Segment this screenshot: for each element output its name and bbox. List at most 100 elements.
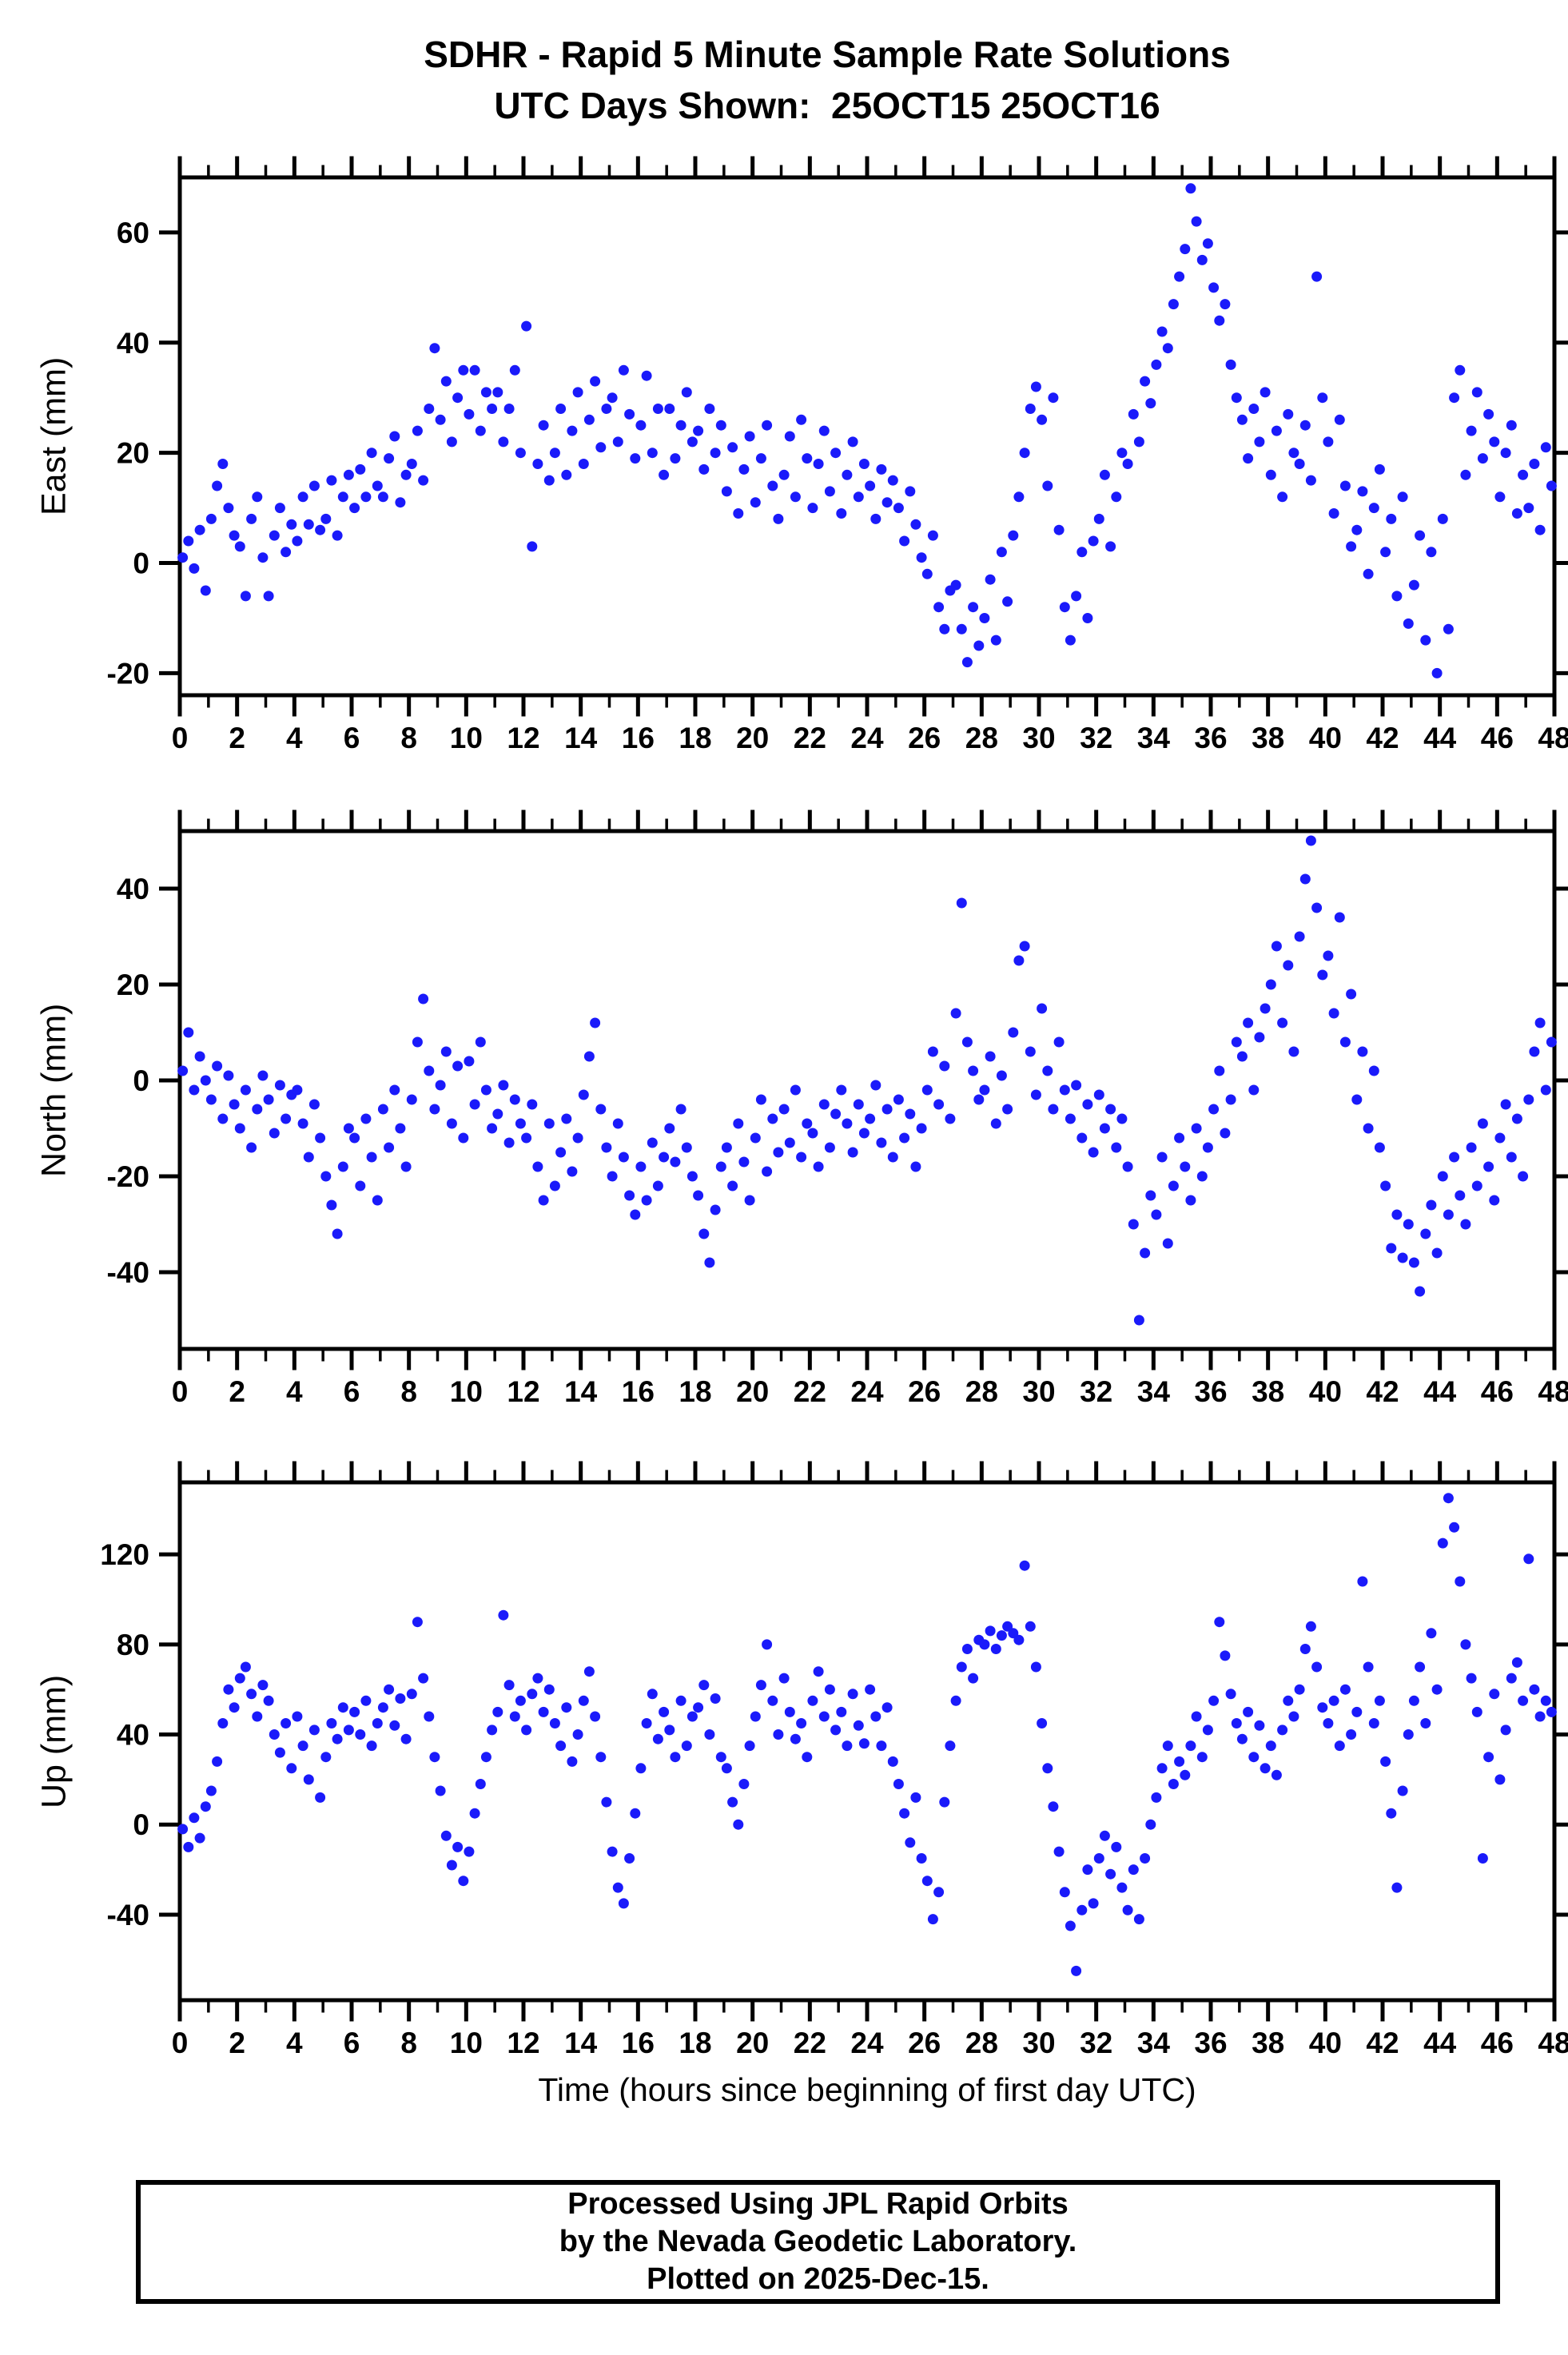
svg-text:12: 12 bbox=[507, 1375, 539, 1408]
svg-text:42: 42 bbox=[1366, 1375, 1399, 1408]
svg-text:6: 6 bbox=[344, 1375, 360, 1408]
svg-text:48: 48 bbox=[1538, 722, 1568, 754]
svg-text:6: 6 bbox=[344, 722, 360, 754]
svg-text:34: 34 bbox=[1137, 1375, 1171, 1408]
svg-text:44: 44 bbox=[1423, 2027, 1457, 2059]
svg-text:48: 48 bbox=[1538, 1375, 1568, 1408]
time-axis-title: Time (hours since beginning of first day… bbox=[538, 2071, 1196, 2108]
svg-text:38: 38 bbox=[1252, 1375, 1284, 1408]
svg-text:38: 38 bbox=[1252, 722, 1284, 754]
svg-text:36: 36 bbox=[1194, 722, 1227, 754]
svg-text:28: 28 bbox=[965, 1375, 998, 1408]
svg-text:4: 4 bbox=[286, 722, 303, 754]
svg-text:40: 40 bbox=[1309, 1375, 1342, 1408]
north-scatter-panel: 0 2 4 6 8 10 12 14 16 18 20 22 24 26 28 30 32 34 36 38 40 42 4… bbox=[107, 810, 1568, 1408]
svg-text:14: 14 bbox=[564, 722, 598, 754]
svg-text:26: 26 bbox=[908, 722, 941, 754]
svg-text:16: 16 bbox=[622, 2027, 655, 2059]
svg-text:10: 10 bbox=[450, 2027, 483, 2059]
svg-text:32: 32 bbox=[1080, 1375, 1112, 1408]
svg-text:40: 40 bbox=[1309, 722, 1342, 754]
svg-text:0: 0 bbox=[172, 722, 189, 754]
svg-text:24: 24 bbox=[850, 2027, 884, 2059]
svg-text:20: 20 bbox=[736, 1375, 769, 1408]
svg-text:0: 0 bbox=[133, 1808, 149, 1841]
svg-text:-20: -20 bbox=[107, 1160, 149, 1193]
svg-text:26: 26 bbox=[908, 2027, 941, 2059]
svg-text:8: 8 bbox=[400, 1375, 417, 1408]
svg-text:34: 34 bbox=[1137, 2027, 1171, 2059]
svg-text:-40: -40 bbox=[107, 1899, 149, 1931]
svg-text:36: 36 bbox=[1194, 2027, 1227, 2059]
svg-text:28: 28 bbox=[965, 2027, 998, 2059]
svg-text:40: 40 bbox=[117, 873, 149, 905]
footer-box: Processed Using JPL Rapid Orbits by the … bbox=[136, 2180, 1500, 2304]
svg-text:10: 10 bbox=[450, 1375, 483, 1408]
svg-text:42: 42 bbox=[1366, 722, 1399, 754]
svg-text:0: 0 bbox=[172, 2027, 189, 2059]
svg-text:46: 46 bbox=[1481, 722, 1514, 754]
svg-text:40: 40 bbox=[117, 327, 149, 360]
svg-text:24: 24 bbox=[850, 1375, 884, 1408]
svg-text:28: 28 bbox=[965, 722, 998, 754]
svg-text:18: 18 bbox=[679, 2027, 711, 2059]
svg-text:48: 48 bbox=[1538, 2027, 1568, 2059]
up-scatter-panel: 0 2 4 6 8 10 12 14 16 18 20 22 24 26 28 30 32 34 36 38 40 42 4… bbox=[100, 1461, 1568, 2059]
east-scatter-panel: 0 2 4 6 8 10 12 14 16 18 20 22 24 26 28 30 32 34 36 38 40 42 4… bbox=[107, 156, 1568, 754]
svg-text:14: 14 bbox=[564, 2027, 598, 2059]
svg-text:2: 2 bbox=[229, 2027, 245, 2059]
svg-text:20: 20 bbox=[117, 437, 149, 470]
svg-text:18: 18 bbox=[679, 722, 711, 754]
svg-text:10: 10 bbox=[450, 722, 483, 754]
svg-text:26: 26 bbox=[908, 1375, 941, 1408]
svg-text:2: 2 bbox=[229, 722, 245, 754]
svg-text:22: 22 bbox=[794, 722, 826, 754]
svg-text:-20: -20 bbox=[107, 657, 149, 690]
svg-text:18: 18 bbox=[679, 1375, 711, 1408]
footer-line-2: by the Nevada Geodetic Laboratory. bbox=[559, 2225, 1077, 2258]
svg-text:22: 22 bbox=[794, 2027, 826, 2059]
svg-text:34: 34 bbox=[1137, 722, 1171, 754]
svg-text:2: 2 bbox=[229, 1375, 245, 1408]
svg-text:0: 0 bbox=[133, 1064, 149, 1097]
svg-text:44: 44 bbox=[1423, 722, 1457, 754]
svg-text:30: 30 bbox=[1022, 722, 1055, 754]
svg-text:-40: -40 bbox=[107, 1256, 149, 1289]
svg-text:32: 32 bbox=[1080, 722, 1112, 754]
svg-text:44: 44 bbox=[1423, 1375, 1457, 1408]
svg-text:42: 42 bbox=[1366, 2027, 1399, 2059]
svg-text:38: 38 bbox=[1252, 2027, 1284, 2059]
svg-text:120: 120 bbox=[100, 1538, 149, 1571]
svg-text:32: 32 bbox=[1080, 2027, 1112, 2059]
svg-text:40: 40 bbox=[117, 1719, 149, 1752]
svg-text:46: 46 bbox=[1481, 2027, 1514, 2059]
svg-text:16: 16 bbox=[622, 722, 655, 754]
svg-text:46: 46 bbox=[1481, 1375, 1514, 1408]
svg-text:4: 4 bbox=[286, 1375, 303, 1408]
page-title: SDHR - Rapid 5 Minute Sample Rate Soluti… bbox=[424, 34, 1231, 75]
svg-text:6: 6 bbox=[344, 2027, 360, 2059]
svg-text:4: 4 bbox=[286, 2027, 303, 2059]
svg-text:20: 20 bbox=[736, 2027, 769, 2059]
footer-line-1: Processed Using JPL Rapid Orbits bbox=[567, 2187, 1069, 2221]
svg-text:16: 16 bbox=[622, 1375, 655, 1408]
svg-text:30: 30 bbox=[1022, 2027, 1055, 2059]
svg-text:80: 80 bbox=[117, 1629, 149, 1661]
svg-text:40: 40 bbox=[1309, 2027, 1342, 2059]
svg-text:22: 22 bbox=[794, 1375, 826, 1408]
svg-text:12: 12 bbox=[507, 2027, 539, 2059]
svg-text:20: 20 bbox=[117, 969, 149, 1001]
svg-text:8: 8 bbox=[400, 2027, 417, 2059]
page-subtitle: UTC Days Shown: 25OCT15 25OCT16 bbox=[494, 85, 1160, 126]
svg-text:14: 14 bbox=[564, 1375, 598, 1408]
svg-text:20: 20 bbox=[736, 722, 769, 754]
svg-text:0: 0 bbox=[133, 547, 149, 580]
svg-text:24: 24 bbox=[850, 722, 884, 754]
svg-text:30: 30 bbox=[1022, 1375, 1055, 1408]
footer-line-3: Plotted on 2025-Dec-15. bbox=[647, 2262, 989, 2296]
svg-text:0: 0 bbox=[172, 1375, 189, 1408]
svg-text:12: 12 bbox=[507, 722, 539, 754]
svg-text:60: 60 bbox=[117, 217, 149, 249]
